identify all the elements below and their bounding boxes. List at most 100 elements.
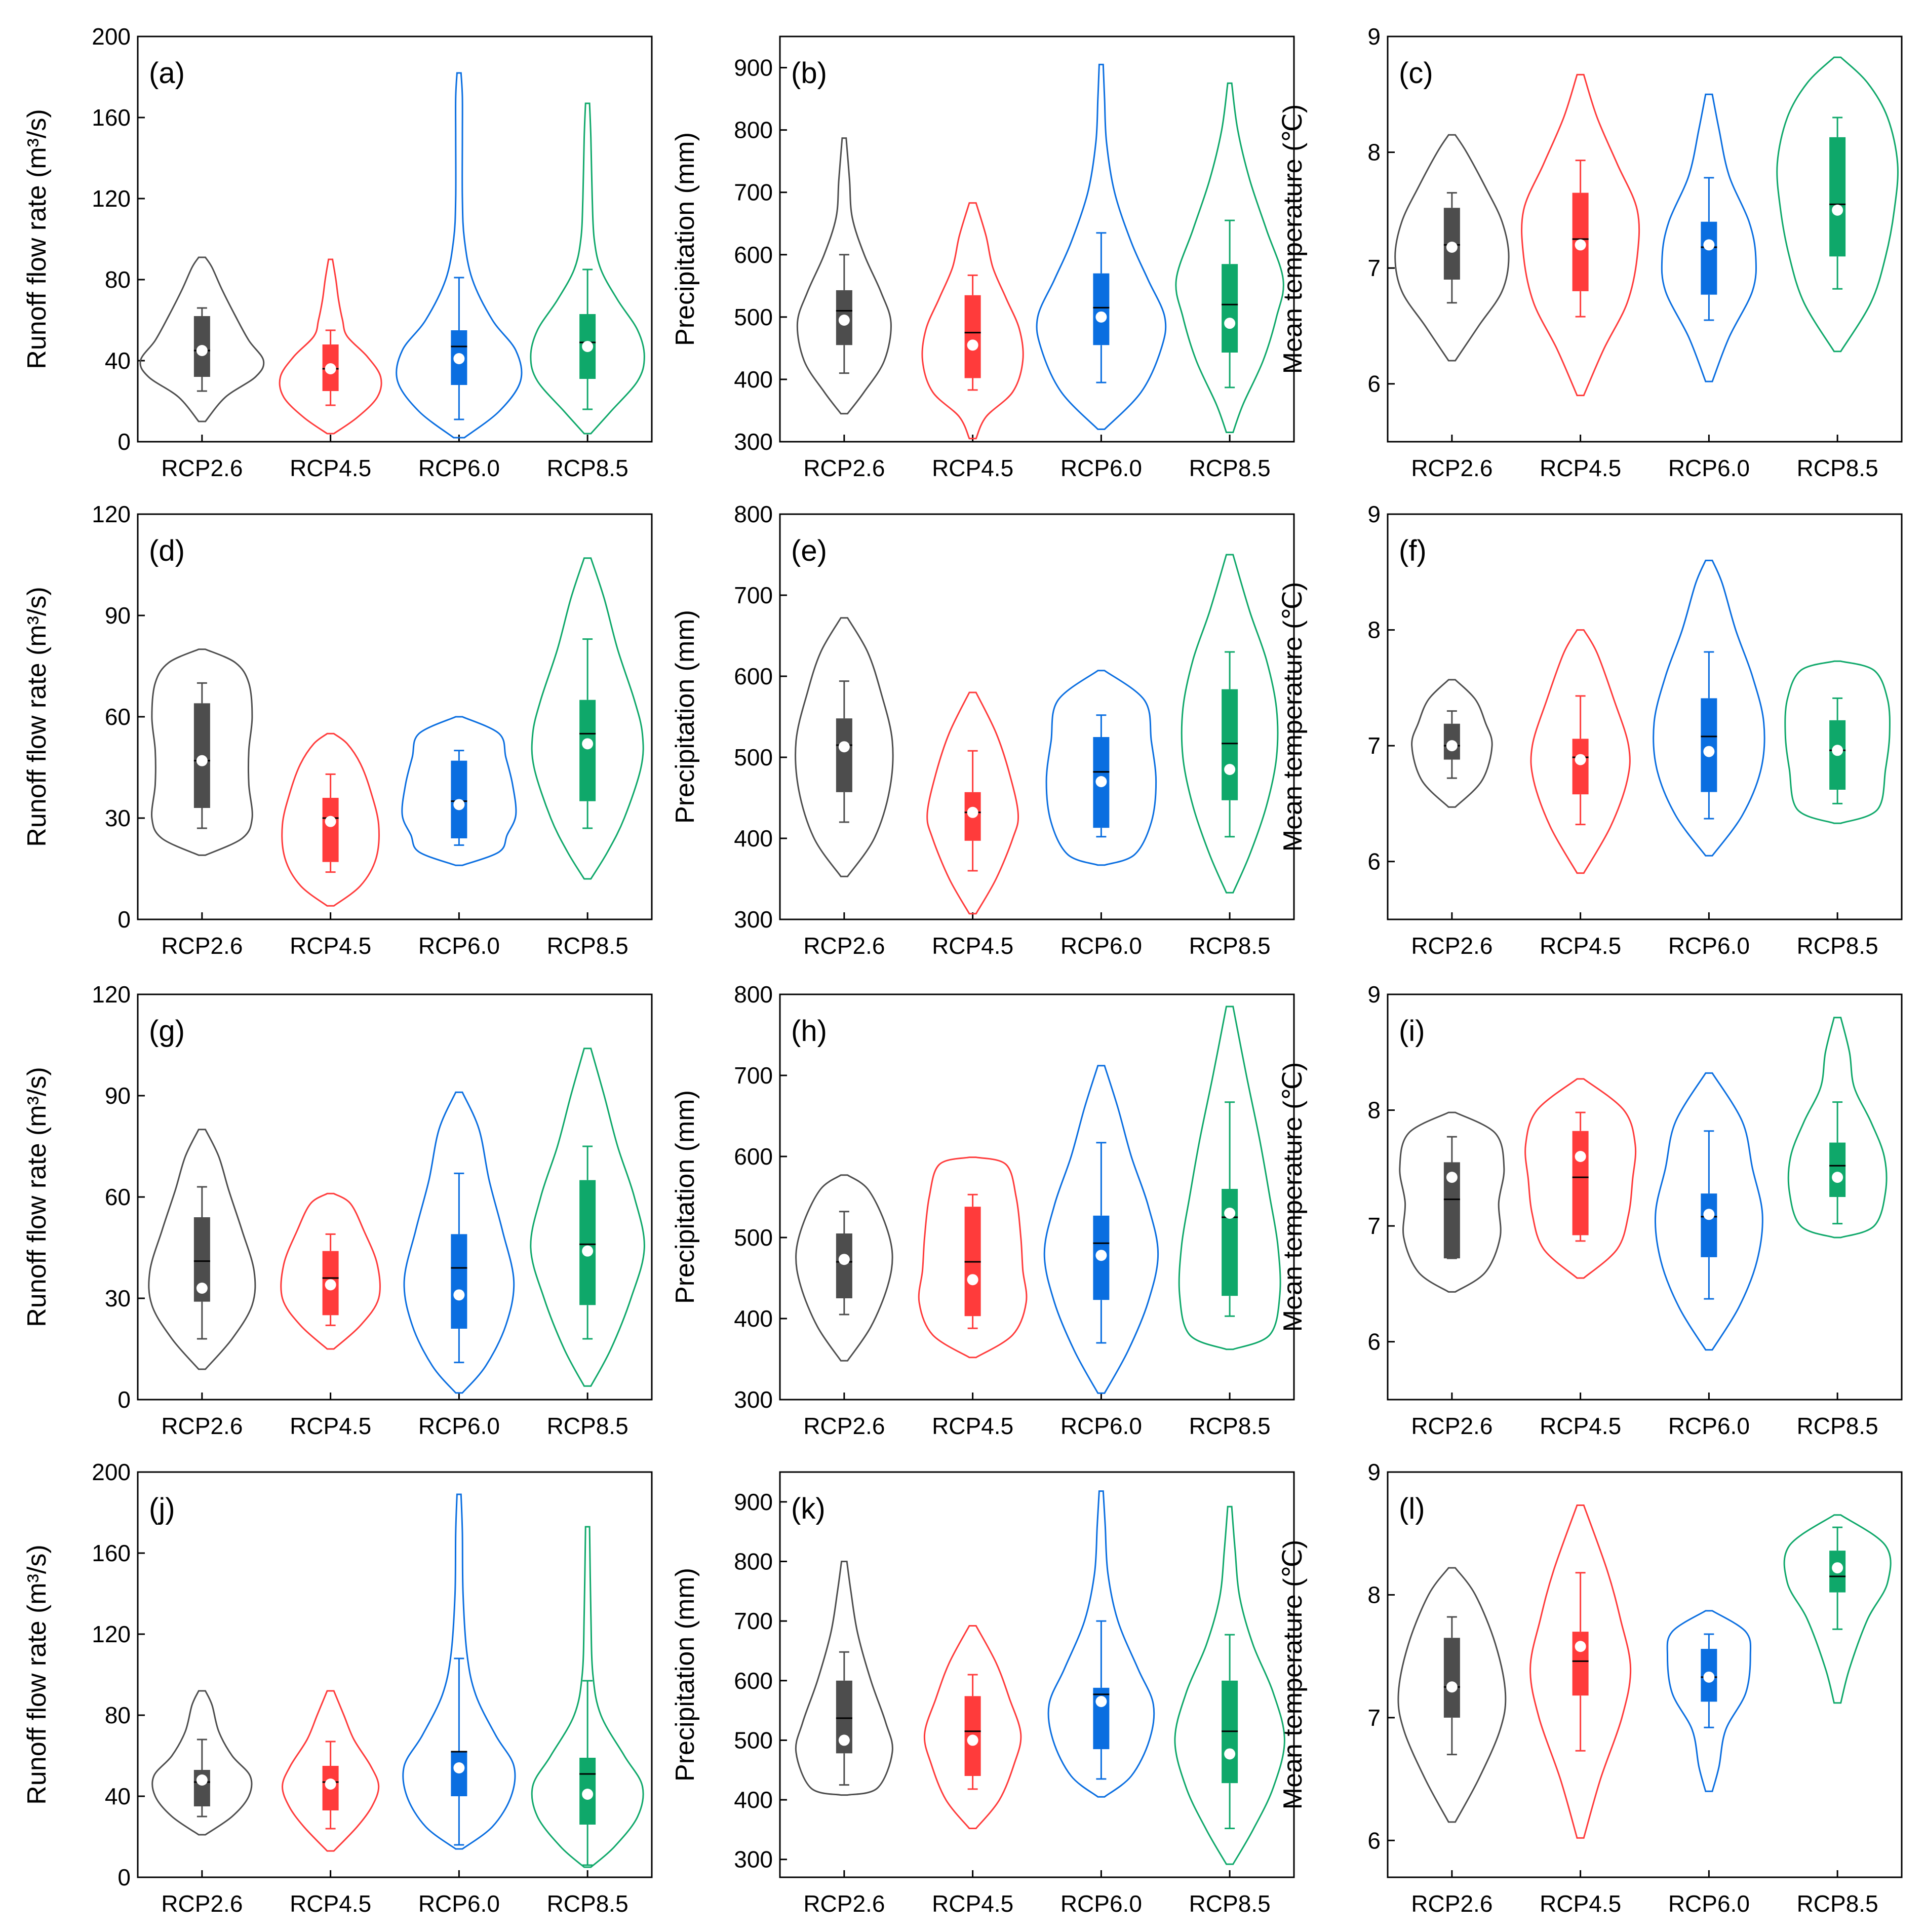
y-axis-title: Precipitation (mm) — [671, 1568, 700, 1782]
violin-RCP6.0 — [1045, 670, 1157, 866]
x-tick-label: RCP2.6 — [161, 1413, 243, 1439]
y-tick-label: 80 — [105, 266, 131, 293]
y-tick-label: 600 — [734, 1668, 773, 1694]
x-tick-label: RCP2.6 — [803, 1890, 885, 1917]
violin-outline — [795, 1174, 893, 1362]
violin-outline — [530, 1048, 645, 1387]
plot-frame — [1387, 1471, 1903, 1878]
y-tick-label: 8 — [1367, 139, 1381, 166]
y-tick-label: 7 — [1367, 1213, 1381, 1239]
y-tick-label: 700 — [734, 179, 773, 206]
x-tick-label: RCP2.6 — [161, 455, 243, 481]
panel-label: (i) — [1399, 1015, 1425, 1048]
y-tick-label: 120 — [92, 1621, 131, 1647]
x-tick-label: RCP6.0 — [1668, 1890, 1750, 1917]
x-tick-label: RCP2.6 — [803, 1413, 885, 1439]
x-tick-label: RCP8.5 — [1189, 933, 1271, 959]
y-tick-label: 900 — [734, 1489, 773, 1515]
y-tick-label: 40 — [105, 347, 131, 374]
x-tick-label: RCP6.0 — [418, 1413, 500, 1439]
violin-outline — [926, 691, 1019, 915]
mean-marker — [1832, 1172, 1843, 1183]
x-tick-label: RCP6.0 — [418, 933, 500, 959]
violin-outline — [921, 202, 1024, 440]
violin-outline — [531, 557, 644, 880]
mean-marker — [1832, 204, 1843, 216]
plot-frame — [779, 993, 1295, 1401]
violin-RCP4.5 — [1530, 629, 1631, 874]
iqr-box — [1572, 739, 1589, 795]
x-tick-label: RCP8.5 — [1189, 1890, 1271, 1917]
iqr-box — [451, 1752, 467, 1796]
panel-label: (b) — [791, 57, 827, 90]
x-tick-label: RCP8.5 — [547, 1413, 628, 1439]
violin-RCP2.6 — [139, 256, 265, 422]
y-tick-label: 300 — [734, 1386, 773, 1413]
violin-RCP8.5 — [1784, 660, 1891, 824]
iqr-box — [1093, 273, 1110, 345]
y-tick-label: 6 — [1367, 371, 1381, 397]
y-tick-label: 90 — [105, 602, 131, 629]
y-axis-title: Mean temperature (℃) — [1278, 1062, 1308, 1332]
mean-marker — [967, 339, 978, 351]
x-tick-label: RCP8.5 — [547, 933, 628, 959]
violin-RCP6.0 — [1653, 559, 1765, 857]
x-tick-label: RCP4.5 — [1540, 455, 1621, 481]
violin-RCP4.5 — [1524, 1078, 1637, 1279]
mean-marker — [1446, 740, 1458, 752]
mean-marker — [1224, 318, 1236, 329]
iqr-box — [836, 1233, 852, 1298]
panel-label: (d) — [149, 534, 185, 567]
violin-outline — [1036, 63, 1167, 430]
x-tick-label: RCP8.5 — [1797, 455, 1878, 481]
mean-marker — [838, 1734, 850, 1746]
y-tick-label: 30 — [105, 805, 131, 831]
y-tick-label: 9 — [1367, 1459, 1381, 1485]
violin-RCP6.0 — [403, 1091, 515, 1394]
mean-marker — [1224, 1208, 1236, 1219]
iqr-box — [451, 1234, 467, 1329]
y-tick-label: 7 — [1367, 732, 1381, 759]
mean-marker — [838, 315, 850, 326]
violin-RCP8.5 — [530, 1048, 645, 1387]
mean-marker — [1446, 1172, 1458, 1183]
panel-label: (k) — [791, 1492, 826, 1525]
violin-RCP6.0 — [402, 1493, 516, 1850]
y-tick-label: 80 — [105, 1702, 131, 1728]
mean-marker — [1095, 311, 1107, 323]
panel-l: 6 7 8 9 RCP2.6 RCP4.5 RCP6.0 RCP8.5 Mean tempera… — [1278, 1459, 1903, 1917]
mean-marker — [196, 345, 208, 356]
x-tick-label: RCP6.0 — [1668, 1413, 1750, 1439]
y-tick-label: 800 — [734, 501, 773, 527]
y-tick-label: 400 — [734, 1787, 773, 1813]
mean-marker — [582, 1789, 594, 1800]
iqr-box — [1443, 1638, 1460, 1718]
y-tick-label: 500 — [734, 304, 773, 330]
iqr-box — [1701, 1193, 1717, 1257]
violin-RCP6.0 — [1666, 1610, 1752, 1792]
y-tick-label: 800 — [734, 117, 773, 143]
violin-RCP8.5 — [530, 102, 645, 435]
violin-RCP6.0 — [1043, 1065, 1159, 1394]
y-tick-label: 160 — [92, 104, 131, 131]
violin-RCP2.6 — [795, 617, 894, 877]
y-tick-label: 0 — [117, 1864, 131, 1890]
y-tick-label: 500 — [734, 1224, 773, 1251]
x-tick-label: RCP4.5 — [1540, 1413, 1621, 1439]
y-axis-title: Mean temperature (℃) — [1278, 1540, 1308, 1809]
x-tick-label: RCP4.5 — [1540, 933, 1621, 959]
violin-RCP2.6 — [151, 648, 253, 856]
y-tick-label: 200 — [92, 1459, 131, 1485]
mean-marker — [1446, 242, 1458, 253]
y-axis-title: Mean temperature (℃) — [1278, 582, 1308, 852]
mean-marker — [1095, 1250, 1107, 1261]
x-tick-label: RCP2.6 — [161, 1890, 243, 1917]
violin-outline — [151, 1690, 253, 1836]
violin-outline — [1175, 82, 1284, 433]
violin-outline — [1529, 1504, 1632, 1839]
x-tick-label: RCP8.5 — [1189, 1413, 1271, 1439]
violin-outline — [280, 1192, 381, 1350]
y-tick-label: 400 — [734, 1305, 773, 1332]
violin-RCP2.6 — [795, 1174, 893, 1362]
violin-RCP4.5 — [281, 732, 380, 907]
